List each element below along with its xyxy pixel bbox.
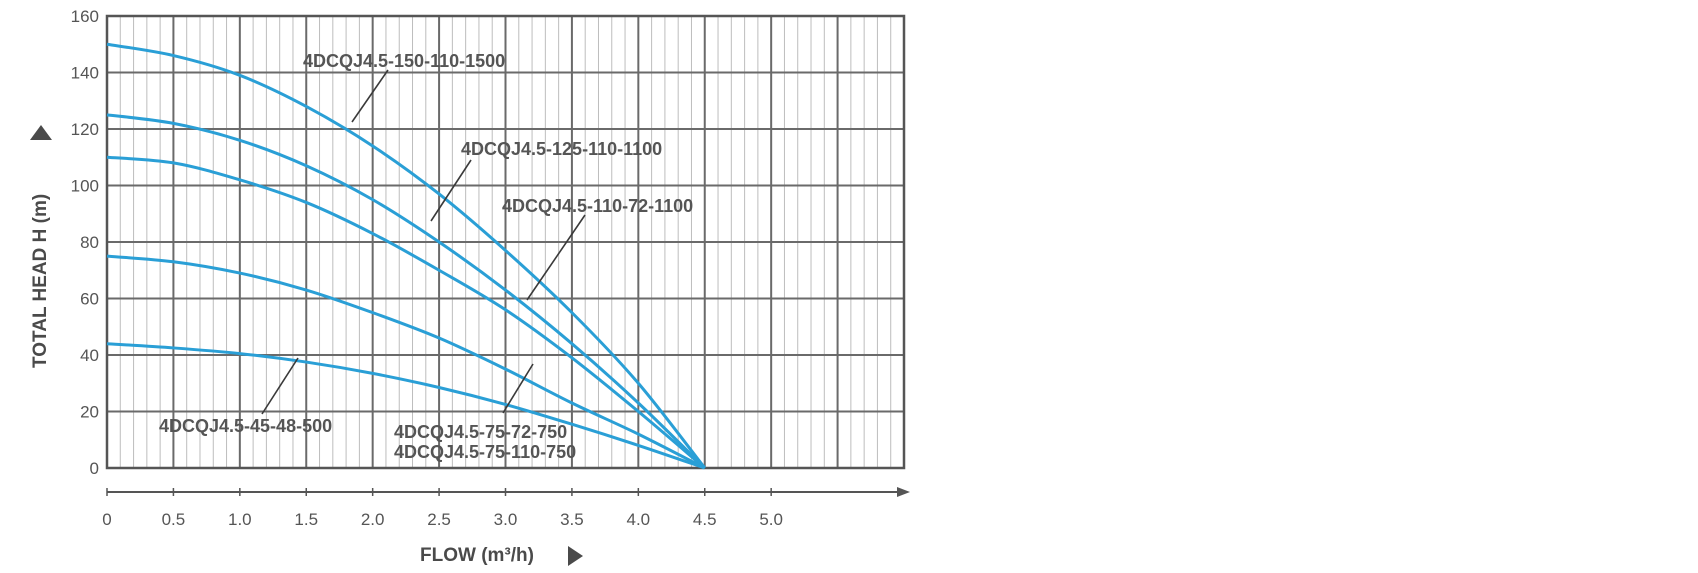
leader-line [502,363,534,414]
x-tick-label: 2.5 [427,510,451,529]
x-tick-label: 1.0 [228,510,252,529]
x-tick-label: 4.5 [693,510,717,529]
y-tick-label: 140 [71,64,99,83]
y-tick-label: 60 [80,290,99,309]
x-tick-label: 5.0 [759,510,783,529]
x-tick-label: 0.5 [162,510,186,529]
x-tick-label: 3.5 [560,510,584,529]
series-label-2: 4DCQJ4.5-110-72-1100 [502,196,693,216]
leader-line [351,69,389,123]
y-tick-label: 120 [71,120,99,139]
plot-frame [105,14,906,470]
leader-lines [261,69,586,415]
y-tick-label: 20 [80,403,99,422]
y-tick-label: 40 [80,346,99,365]
x-tick-label: 2.0 [361,510,385,529]
y-axis-title: TOTAL HEAD H (m) [30,194,51,368]
y-tick-label: 0 [90,459,99,478]
x-tick-label: 1.5 [294,510,318,529]
axes [105,14,910,497]
series-label-3: 4DCQJ4.5-75-72-750 [394,422,567,442]
series-line-1 [106,113,706,470]
y-tick-label: 80 [80,233,99,252]
series-line-2 [106,155,706,470]
leader-line [261,357,299,415]
leader-line [526,214,586,301]
series-line-5 [106,342,706,470]
y-tick-label: 100 [71,177,99,196]
y-axis-arrow-icon [30,125,52,140]
x-axis-line-arrow-icon [897,487,910,497]
series-labels: 4DCQJ4.5-150-110-1500 4DCQJ4.5-125-110-11… [159,51,693,462]
series-label-1: 4DCQJ4.5-125-110-1100 [461,139,662,159]
series-line-3 [106,254,706,470]
series-label-0: 4DCQJ4.5-150-110-1500 [303,51,505,71]
series-label-5: 4DCQJ4.5-45-48-500 [159,416,332,436]
leader-line [430,159,472,222]
x-tick-label: 4.0 [627,510,651,529]
x-axis-arrow-icon [568,546,583,566]
tick-labels: 0 0.5 1.0 1.5 2.0 2.5 3.0 3.5 4.0 4.5 5.0 0 20 40 60 80… [71,7,783,529]
series-label-4: 4DCQJ4.5-75-110-750 [394,442,576,462]
x-tick-label: 3.0 [494,510,518,529]
series-line-0 [106,42,706,469]
x-axis-title: FLOW (m³/h) [420,545,534,566]
x-tick-label: 0 [102,510,111,529]
curves [106,42,706,470]
y-tick-label: 160 [71,7,99,26]
